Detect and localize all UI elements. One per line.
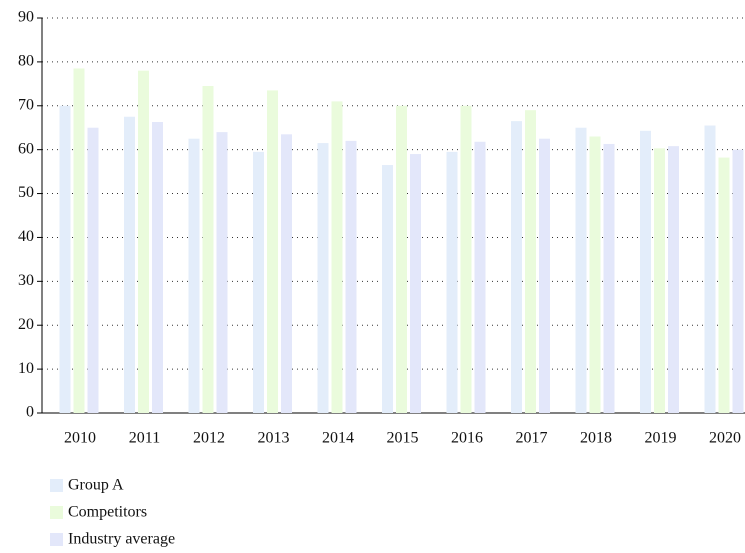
y-tick-label: 30 — [18, 272, 34, 289]
legend-swatch — [50, 506, 63, 519]
bar — [124, 116, 135, 413]
bar — [704, 125, 716, 414]
x-tick-label: 2015 — [387, 430, 419, 447]
y-tick-label: 0 — [26, 404, 34, 421]
bar — [718, 157, 730, 413]
bar — [331, 101, 343, 413]
bar — [345, 140, 357, 413]
legend-label: Group A — [68, 477, 124, 494]
x-tick-label: 2014 — [322, 430, 354, 447]
bar — [474, 141, 486, 413]
bar — [138, 70, 149, 414]
y-tick-label: 80 — [18, 53, 34, 70]
legend-swatch — [50, 533, 63, 546]
x-tick-label: 2019 — [645, 430, 677, 447]
x-tick-label: 2018 — [580, 430, 612, 447]
y-tick-label: 10 — [18, 360, 34, 377]
bar — [654, 148, 665, 413]
bar — [152, 122, 163, 414]
bar — [589, 136, 601, 413]
x-tick-label: 2020 — [709, 430, 741, 447]
bar — [382, 165, 393, 413]
bar — [525, 110, 536, 414]
y-tick-label: 40 — [18, 228, 34, 245]
y-tick-label: 50 — [18, 184, 34, 201]
bar — [410, 154, 421, 414]
x-tick-label: 2012 — [193, 430, 225, 447]
x-tick-label: 2016 — [451, 430, 483, 447]
bar — [460, 105, 472, 414]
y-tick-label: 90 — [18, 9, 34, 26]
bar — [216, 132, 228, 413]
bar — [317, 143, 329, 414]
bar — [202, 86, 214, 414]
bar — [59, 105, 71, 414]
bar — [267, 90, 278, 414]
y-tick-label: 20 — [18, 316, 34, 333]
bar — [73, 68, 85, 413]
y-tick-label: 70 — [18, 96, 34, 113]
legend-label: Competitors — [68, 504, 147, 521]
legend-swatch — [50, 479, 63, 492]
y-tick-label: 60 — [18, 140, 34, 157]
bar — [539, 138, 550, 413]
bar — [446, 151, 458, 413]
bar — [511, 121, 522, 413]
x-tick-label: 2010 — [64, 430, 96, 447]
bar — [732, 149, 744, 413]
bar — [575, 127, 587, 413]
bar — [603, 143, 615, 413]
bar — [668, 146, 679, 413]
x-tick-label: 2013 — [258, 430, 290, 447]
bar — [253, 151, 264, 413]
bar — [188, 138, 200, 413]
bar — [281, 134, 292, 414]
bar — [640, 130, 651, 414]
bar — [396, 105, 407, 414]
bar — [87, 127, 99, 413]
x-tick-label: 2017 — [516, 430, 548, 447]
legend-label: Industry average — [68, 531, 175, 548]
x-tick-label: 2011 — [129, 430, 160, 447]
